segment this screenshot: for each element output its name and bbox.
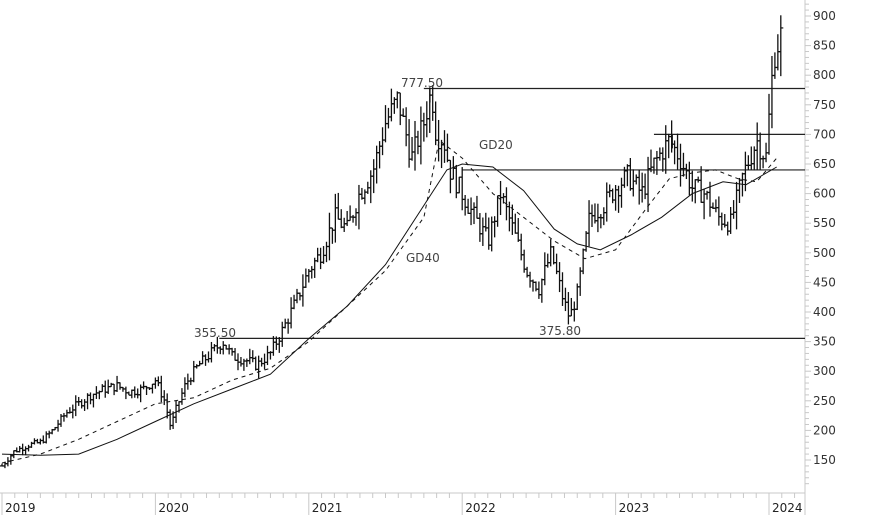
- price-bars: [0, 15, 784, 469]
- y-tick-label: 650: [813, 157, 836, 171]
- y-tick-label: 550: [813, 216, 836, 230]
- gd40-line: [1, 163, 777, 456]
- x-tick-label: 2019: [5, 501, 36, 515]
- y-tick-label: 450: [813, 275, 836, 289]
- x-tick-label: 2023: [619, 501, 650, 515]
- axes: 150 200 250 300 350 400 450 500 550 600 650 700 750 8…: [0, 0, 836, 515]
- x-tick-label: 2022: [465, 501, 496, 515]
- annotations: 777.50 355.50 375.80 GD20 GD40: [194, 76, 581, 340]
- y-tick-label: 500: [813, 246, 836, 260]
- low-label: 375.80: [539, 324, 581, 338]
- gd20-label: GD20: [479, 138, 513, 152]
- y-tick-label: 150: [813, 453, 836, 467]
- peak-label: 777.50: [401, 76, 443, 90]
- y-tick-label: 400: [813, 305, 836, 319]
- y-tick-label: 200: [813, 423, 836, 437]
- y-tick-label: 300: [813, 364, 836, 378]
- gd40-label: GD40: [406, 251, 440, 265]
- y-tick-label: 750: [813, 98, 836, 112]
- x-tick-label: 2024: [772, 501, 803, 515]
- y-tick-label: 250: [813, 394, 836, 408]
- gd20-line: [1, 139, 778, 464]
- x-tick-label: 2021: [312, 501, 343, 515]
- y-tick-label: 900: [813, 9, 836, 23]
- y-tick-label: 600: [813, 187, 836, 201]
- y-tick-label: 700: [813, 127, 836, 141]
- y-tick-label: 350: [813, 335, 836, 349]
- x-tick-label: 2020: [158, 501, 189, 515]
- y-tick-label: 800: [813, 68, 836, 82]
- moving-averages: [1, 139, 778, 464]
- y-tick-label: 850: [813, 39, 836, 53]
- support-label: 355.50: [194, 326, 236, 340]
